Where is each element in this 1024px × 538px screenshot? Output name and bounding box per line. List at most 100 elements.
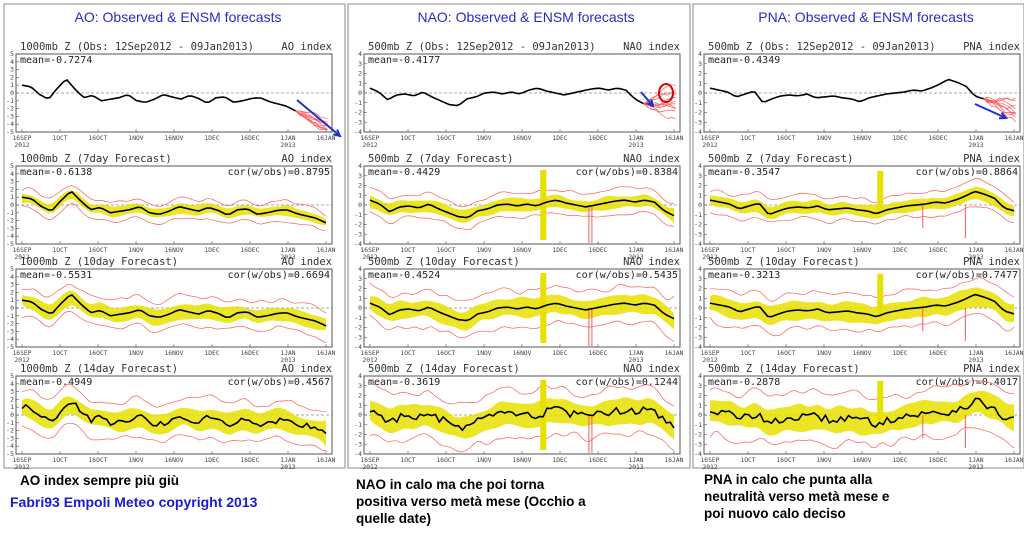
mean-label: mean=-0.4524 [368,270,440,281]
cor-label: cor(w/obs)=0.4567 [228,377,330,388]
x-tick-label: 1DEC [892,135,907,142]
x-tick-year: 2012 [702,464,717,471]
y-tick-label: 4 [358,372,362,380]
y-tick-label: 4 [10,170,14,178]
y-tick-label: -3 [694,440,702,448]
chart-index-label: PNA index [963,363,1020,375]
x-tick-label: 1JAN [628,135,643,142]
x-tick-label: 16DEC [929,350,948,357]
y-tick-label: -1 [694,421,702,429]
ensemble-envelope-line [369,381,675,407]
x-tick-label: 16DEC [929,247,948,254]
observed-line [21,294,327,327]
x-tick-year: 2013 [968,357,983,364]
x-tick-label: 1NOV [476,247,491,254]
x-tick-year: 2012 [702,254,717,261]
x-tick-label: 16JAN [1005,350,1024,357]
ensemble-spread-area [22,190,326,226]
forecast-spike [540,169,547,241]
mean-label: mean=-0.7274 [20,55,92,66]
y-tick-label: 2 [10,288,14,296]
x-tick-label: 1JAN [628,457,643,464]
y-tick-label: 2 [698,182,702,190]
ensemble-envelope-line [369,282,675,301]
y-tick-label: -1 [694,99,702,107]
x-tick-label: 1JAN [628,247,643,254]
y-tick-label: 2 [358,70,362,78]
y-tick-label: -2 [354,324,362,332]
y-tick-label: -3 [694,230,702,238]
y-tick-label: -1 [354,421,362,429]
x-tick-label: 16NOV [165,247,184,254]
y-tick-label: 4 [698,162,702,170]
x-tick-label: 16JAN [317,457,336,464]
y-tick-label: 3 [698,60,702,68]
x-tick-label: 1JAN [280,350,295,357]
observed-line [21,79,296,112]
ensemble-spread-area [370,294,674,331]
x-tick-label: 1JAN [628,350,643,357]
x-tick-label: 16OCT [777,457,796,464]
observed-line [21,402,327,435]
x-tick-label: 16JAN [665,457,684,464]
y-tick-label: -1 [694,211,702,219]
x-tick-label: 16SEP [13,457,32,464]
y-tick-label: 0 [10,201,14,209]
mean-label: mean=-0.5531 [20,270,92,281]
y-tick-label: 3 [698,172,702,180]
down-arrow-annotation-head [998,111,1009,120]
y-tick-label: 1 [10,81,14,89]
y-tick-label: -3 [694,333,702,341]
observed-line [369,302,675,322]
y-tick-label: 4 [358,50,362,58]
mean-label: mean=-0.3213 [708,270,780,281]
panel-title: NAO: Observed & ENSM forecasts [417,9,634,25]
x-tick-year: 2013 [968,142,983,149]
chart-header-label: 500mb Z (10day Forecast) [708,256,860,268]
x-tick-label: 1OCT [400,247,415,254]
x-tick-label: 16NOV [165,135,184,142]
x-tick-label: 16NOV [513,247,532,254]
x-tick-label: 16SEP [13,135,32,142]
ensemble-member-line [643,101,676,108]
ensemble-member-line [983,98,1016,113]
x-tick-label: 1NOV [476,135,491,142]
x-tick-label: 16DEC [929,135,948,142]
ensemble-member-line [983,98,1016,107]
x-tick-year: 2013 [968,464,983,471]
y-tick-label: 0 [10,304,14,312]
x-tick-label: 16SEP [361,135,380,142]
x-tick-label: 1JAN [280,457,295,464]
ensemble-spread-area [370,194,674,224]
x-tick-year: 2013 [280,254,295,261]
y-tick-label: 3 [698,275,702,283]
mean-label: mean=-0.3619 [368,377,440,388]
chart-index-label: PNA index [963,256,1020,268]
y-tick-label: 5 [10,372,14,380]
y-tick-label: -5 [6,240,14,248]
ensemble-envelope-line [709,379,1015,400]
x-tick-label: 16NOV [853,247,872,254]
x-tick-label: 1DEC [204,457,219,464]
y-tick-label: 4 [698,265,702,273]
y-tick-label: 2 [10,73,14,81]
y-tick-label: 3 [358,172,362,180]
x-tick-label: 16NOV [513,350,532,357]
y-tick-label: 1 [698,191,702,199]
x-tick-label: 1NOV [476,350,491,357]
y-tick-label: 5 [10,265,14,273]
chart-header-label: 500mb Z (7day Forecast) [708,153,853,165]
chart-header-label: 500mb Z (10day Forecast) [368,256,520,268]
chart-index-label: PNA index [963,153,1020,165]
chart-header-label: 1000mb Z (10day Forecast) [20,256,178,268]
y-tick-label: -4 [694,240,702,248]
pna-caption: PNA in calo che punta alla neutralità ve… [704,471,889,522]
y-tick-label: 0 [358,411,362,419]
cor-label: cor(w/obs)=0.5435 [576,270,678,281]
x-tick-label: 16SEP [13,247,32,254]
y-tick-label: -3 [6,434,14,442]
y-tick-label: 2 [10,185,14,193]
x-tick-year: 2013 [628,357,643,364]
x-tick-label: 1DEC [892,247,907,254]
y-tick-label: -1 [354,99,362,107]
